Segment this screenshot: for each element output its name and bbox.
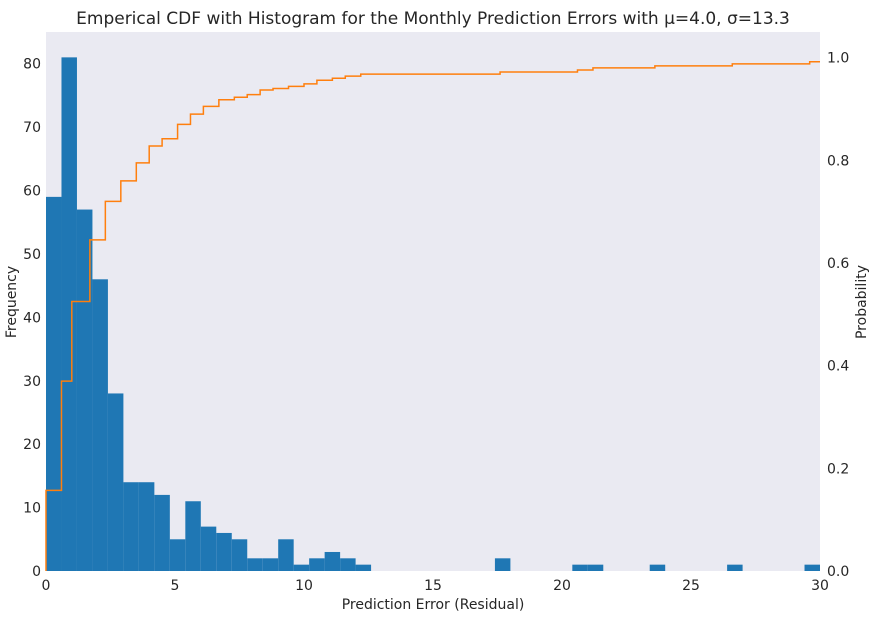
histogram-bar xyxy=(324,551,341,571)
histogram-bar xyxy=(309,558,325,571)
x-tick-label: 30 xyxy=(811,578,829,594)
x-axis-label: Prediction Error (Residual) xyxy=(342,597,525,613)
y-tick-labels: 0 10 20 30 40 50 60 70 80 xyxy=(23,57,41,580)
x-tick-label: 20 xyxy=(553,578,571,594)
x-tick-label: 10 xyxy=(295,578,313,594)
histogram-bar xyxy=(46,196,62,571)
histogram-bar xyxy=(216,532,232,571)
y2-tick-label: 0.8 xyxy=(827,153,849,169)
x-tick-label: 25 xyxy=(682,578,700,594)
y2-tick-labels: 0.0 0.2 0.4 0.6 0.8 1.0 xyxy=(827,51,849,580)
y-tick-label: 0 xyxy=(32,564,41,580)
y-tick-label: 60 xyxy=(23,184,41,200)
plot-area xyxy=(46,32,820,571)
histogram-bars xyxy=(46,57,820,572)
y2-tick-label: 1.0 xyxy=(827,51,849,67)
histogram-bar xyxy=(200,526,217,571)
histogram-bar xyxy=(107,393,124,571)
y2-axis-label: Probability xyxy=(854,265,870,339)
histogram-bar xyxy=(572,564,588,571)
y-tick-label: 70 xyxy=(23,120,41,136)
x-tick-label: 5 xyxy=(171,578,180,594)
histogram-bar xyxy=(340,558,356,571)
histogram-bar xyxy=(92,279,108,571)
y-tick-label: 40 xyxy=(23,310,41,326)
y2-tick-label: 0.2 xyxy=(827,461,849,477)
y-tick-label: 30 xyxy=(23,374,41,390)
histogram-bar xyxy=(727,564,743,571)
x-tick-labels: 0 5 10 15 20 25 30 xyxy=(42,578,829,594)
histogram-bar xyxy=(649,564,666,571)
y-tick-label: 20 xyxy=(23,437,41,453)
histogram-bar xyxy=(247,558,263,571)
histogram-bar xyxy=(185,501,201,571)
histogram-bar xyxy=(262,558,279,571)
x-tick-label: 0 xyxy=(42,578,51,594)
histogram-bar xyxy=(293,564,310,571)
histogram-bar xyxy=(123,482,139,571)
histogram-bar xyxy=(494,558,511,571)
y-axis-label: Frequency xyxy=(4,266,20,338)
y-tick-label: 50 xyxy=(23,247,41,263)
y2-tick-label: 0.4 xyxy=(827,359,849,375)
histogram-bar xyxy=(355,564,372,571)
y2-tick-label: 0.0 xyxy=(827,564,849,580)
histogram-bar xyxy=(138,482,155,571)
chart-title: Emperical CDF with Histogram for the Mon… xyxy=(76,9,790,29)
histogram-bar xyxy=(587,564,604,571)
y2-tick-label: 0.6 xyxy=(827,256,849,272)
histogram-bar xyxy=(278,539,294,571)
histogram-bar xyxy=(231,539,248,571)
y-tick-label: 80 xyxy=(23,57,41,73)
histogram-bar xyxy=(154,494,170,571)
histogram-bar xyxy=(61,57,77,572)
histogram-bar xyxy=(804,564,820,571)
y-tick-label: 10 xyxy=(23,501,41,517)
histogram-bar xyxy=(169,539,186,571)
x-tick-label: 15 xyxy=(424,578,442,594)
histogram-bar xyxy=(76,209,93,571)
cdf-line xyxy=(45,61,820,571)
